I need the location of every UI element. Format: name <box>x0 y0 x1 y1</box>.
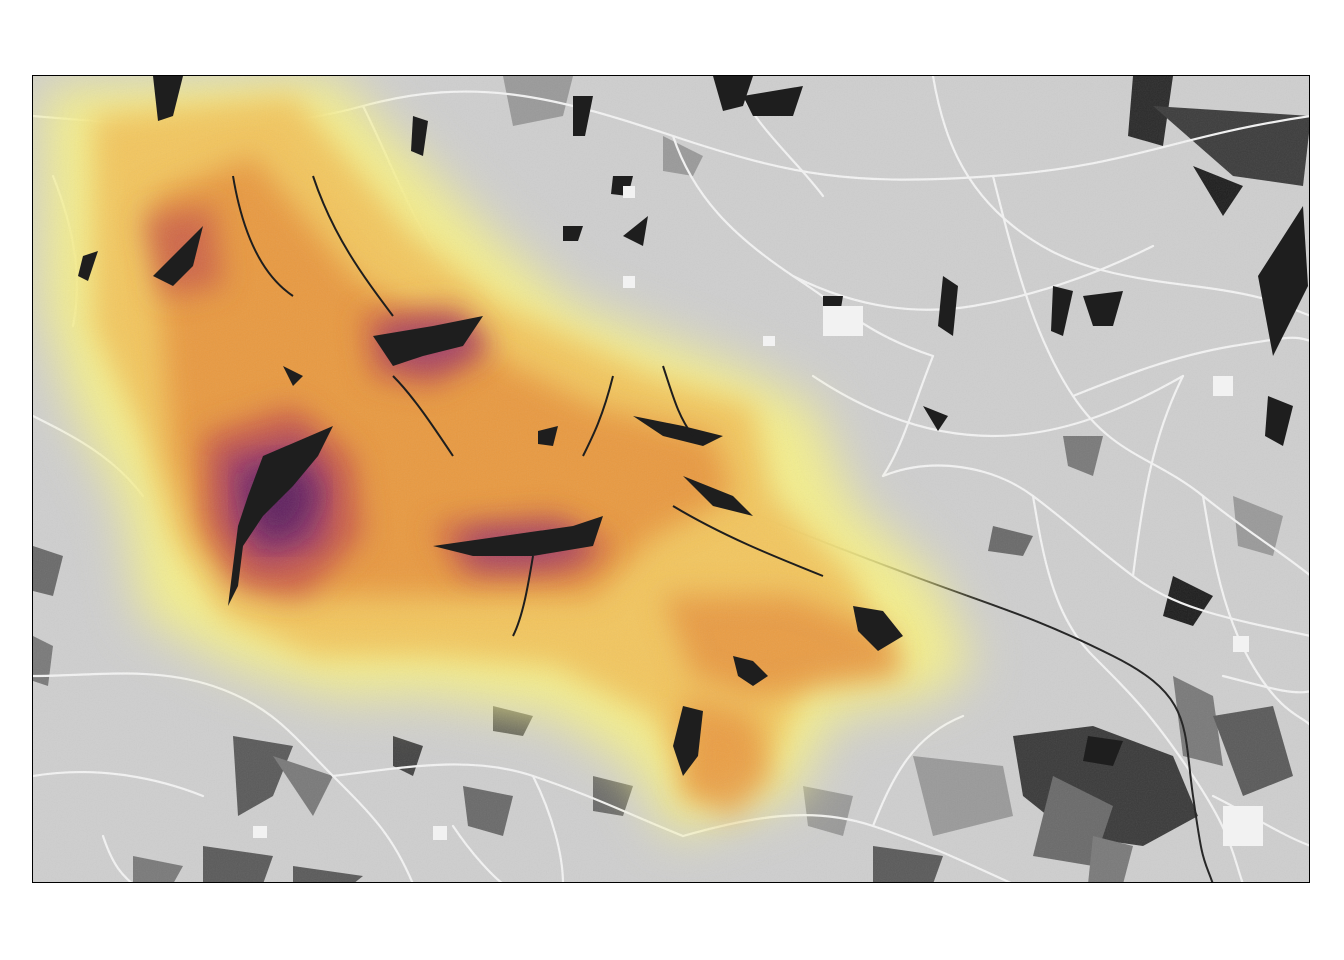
map-frame <box>32 75 1310 883</box>
water-bodies <box>78 76 1308 776</box>
heat-overlay <box>33 76 1309 882</box>
settlement-patches <box>253 186 1263 846</box>
drainage-channels <box>232 175 824 637</box>
raster-map <box>33 76 1309 882</box>
